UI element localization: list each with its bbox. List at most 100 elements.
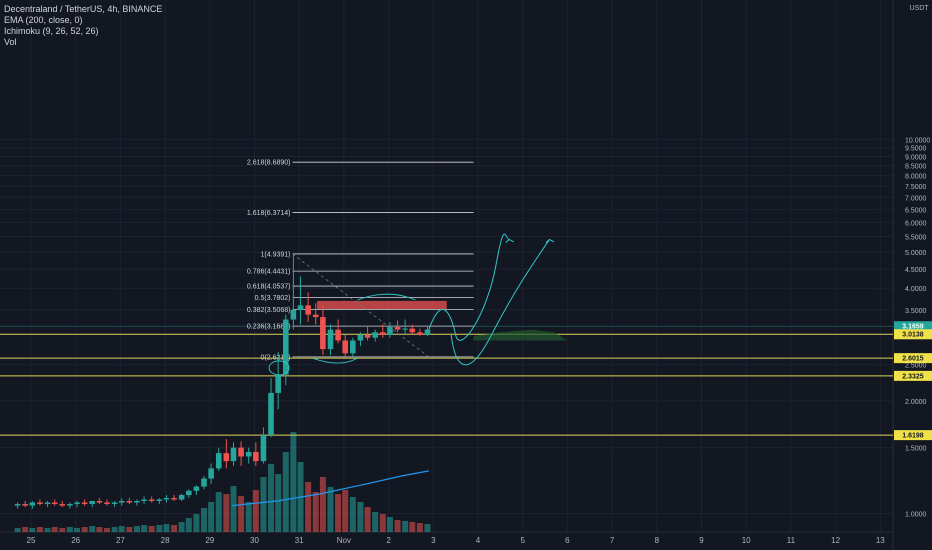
candle-body bbox=[402, 328, 408, 330]
volume-bar bbox=[260, 477, 267, 532]
candle-body bbox=[394, 327, 401, 330]
candle-body bbox=[185, 490, 192, 496]
fib-trend-line bbox=[292, 253, 430, 358]
candle-body bbox=[89, 500, 96, 505]
candle-body bbox=[22, 504, 28, 506]
volume-bar bbox=[416, 523, 423, 532]
time-axis-label: 12 bbox=[831, 536, 840, 545]
candle-body bbox=[178, 495, 185, 500]
candle-body bbox=[156, 499, 163, 501]
volume-bar bbox=[208, 502, 215, 532]
volume-bar bbox=[305, 482, 312, 532]
volume-bar bbox=[364, 507, 371, 532]
price-axis-label: 7.0000 bbox=[905, 195, 927, 202]
volume-bar bbox=[282, 452, 289, 532]
candle-body bbox=[163, 498, 170, 500]
arrow-head bbox=[505, 238, 514, 243]
volume-bar bbox=[66, 527, 73, 532]
time-axis-label: 4 bbox=[476, 536, 481, 545]
fib-level-label: 1.618(6.3714) bbox=[247, 210, 291, 217]
candle-body bbox=[141, 499, 147, 501]
fib-level-label: 1(4.9391) bbox=[261, 251, 291, 258]
chart-legend: Decentraland / TetherUS, 4h, BINANCE EMA… bbox=[4, 4, 162, 48]
highlight-arc[interactable] bbox=[312, 357, 358, 364]
time-axis-label: 9 bbox=[699, 536, 704, 545]
projection-path[interactable] bbox=[428, 233, 510, 341]
candle-body bbox=[51, 502, 58, 505]
candle-body bbox=[253, 452, 259, 462]
time-axis-label: Nov bbox=[337, 536, 351, 545]
candle-body bbox=[364, 334, 371, 338]
candle-body bbox=[305, 305, 311, 315]
symbol-title[interactable]: Decentraland / TetherUS, 4h, BINANCE bbox=[4, 4, 163, 14]
volume-bar bbox=[111, 527, 118, 532]
fib-level-label: 0.618(4.0537) bbox=[247, 284, 291, 291]
candle-body bbox=[201, 478, 207, 487]
volume-bar bbox=[275, 474, 282, 532]
time-axis-label: 28 bbox=[161, 536, 170, 545]
ema-line bbox=[232, 470, 429, 507]
volume-bar bbox=[349, 497, 356, 532]
candle-body bbox=[342, 340, 349, 354]
time-axis-label: 11 bbox=[787, 536, 796, 545]
candle-body bbox=[327, 329, 334, 350]
price-axis-label: 5.0000 bbox=[905, 250, 927, 257]
volume-bar bbox=[133, 526, 140, 532]
volume-bar bbox=[424, 524, 431, 532]
volume-bar bbox=[163, 524, 170, 532]
price-tag-label: 2.6015 bbox=[902, 356, 924, 363]
volume-bar bbox=[342, 490, 349, 532]
highlight-arc[interactable] bbox=[357, 293, 416, 301]
candle-body bbox=[59, 504, 66, 506]
projection-path[interactable] bbox=[450, 239, 550, 366]
candle-body bbox=[417, 332, 423, 335]
candle-body bbox=[335, 329, 341, 341]
ema-indicator-label[interactable]: EMA (200, close, 0) bbox=[4, 15, 83, 25]
candle-body bbox=[44, 502, 51, 505]
volume-bar bbox=[245, 502, 252, 532]
price-axis-unit: USDT bbox=[909, 5, 929, 12]
fib-level-label: 0.382(3.5068) bbox=[247, 307, 291, 314]
volume-bar bbox=[402, 521, 409, 532]
candle-body bbox=[357, 334, 364, 341]
candle-body bbox=[409, 328, 416, 333]
price-axis-label: 9.0000 bbox=[905, 154, 927, 161]
price-tag-label: 1.6198 bbox=[902, 433, 924, 440]
ichimoku-cloud bbox=[473, 329, 568, 341]
price-tag-label: 2.3325 bbox=[902, 373, 924, 380]
volume-bar bbox=[74, 528, 81, 532]
candle-body bbox=[96, 500, 103, 503]
price-axis-label: 1.5000 bbox=[905, 446, 927, 453]
time-axis-label: 27 bbox=[116, 536, 125, 545]
volume-bar bbox=[268, 464, 275, 532]
volume-bar bbox=[193, 514, 200, 532]
volume-bar bbox=[141, 525, 148, 532]
highlight-ellipse[interactable] bbox=[268, 360, 290, 376]
candle-body bbox=[312, 314, 319, 318]
candle-body bbox=[29, 502, 36, 506]
volume-bar bbox=[386, 517, 393, 532]
candle-body bbox=[126, 500, 133, 503]
resistance-zone[interactable] bbox=[317, 300, 447, 310]
price-tag bbox=[894, 430, 932, 441]
price-axis-label: 3.5000 bbox=[905, 308, 927, 315]
volume-bar bbox=[252, 490, 259, 532]
volume-indicator-label[interactable]: Vol bbox=[4, 37, 17, 47]
volume-bar bbox=[178, 522, 185, 532]
volume-bar bbox=[29, 528, 36, 532]
candle-body bbox=[14, 504, 21, 506]
candle-body bbox=[81, 502, 88, 505]
volume-bar bbox=[148, 526, 155, 532]
volume-bar bbox=[22, 527, 29, 532]
candle-body bbox=[118, 500, 125, 503]
price-axis-label: 9.5000 bbox=[905, 146, 927, 153]
ichimoku-indicator-label[interactable]: Ichimoku (9, 26, 52, 26) bbox=[4, 26, 99, 36]
volume-bar bbox=[103, 528, 110, 532]
fib-level-label: 0.5(3.7802) bbox=[255, 295, 291, 302]
volume-bar bbox=[357, 502, 364, 532]
time-axis-label: 3 bbox=[431, 536, 436, 545]
time-axis-label: 2 bbox=[386, 536, 391, 545]
candle-body bbox=[379, 332, 386, 335]
